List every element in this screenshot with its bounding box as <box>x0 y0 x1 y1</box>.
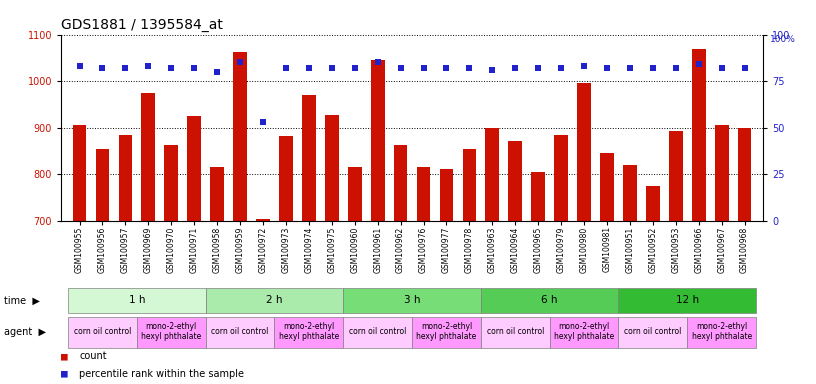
Bar <box>623 165 636 221</box>
Point <box>601 65 614 71</box>
Bar <box>692 48 706 221</box>
Text: GDS1881 / 1395584_at: GDS1881 / 1395584_at <box>61 18 223 32</box>
Text: corn oil control: corn oil control <box>73 327 131 336</box>
Bar <box>68 317 137 348</box>
Bar <box>481 317 550 348</box>
Bar <box>206 288 344 313</box>
Point <box>303 65 316 71</box>
Bar <box>206 317 274 348</box>
Point <box>646 65 659 71</box>
Bar <box>417 167 430 221</box>
Bar <box>256 219 270 221</box>
Bar <box>738 127 752 221</box>
Text: mono-2-ethyl
hexyl phthalate: mono-2-ethyl hexyl phthalate <box>691 322 752 341</box>
Text: agent  ▶: agent ▶ <box>4 327 46 337</box>
Text: time  ▶: time ▶ <box>4 295 40 306</box>
Text: ■: ■ <box>61 369 68 379</box>
Bar <box>715 125 729 221</box>
Point <box>417 65 430 71</box>
Point <box>669 65 682 71</box>
Bar <box>486 127 499 221</box>
Point <box>348 65 361 71</box>
Bar <box>669 131 683 221</box>
Point <box>508 65 521 71</box>
Text: corn oil control: corn oil control <box>349 327 406 336</box>
Text: corn oil control: corn oil control <box>624 327 681 336</box>
Bar <box>412 317 481 348</box>
Text: 1 h: 1 h <box>129 295 145 305</box>
Bar <box>344 288 481 313</box>
Bar <box>68 288 206 313</box>
Point <box>211 69 224 75</box>
Point <box>165 65 178 71</box>
Point <box>142 63 155 69</box>
Point <box>371 60 384 66</box>
Bar <box>440 169 454 221</box>
Bar <box>370 60 384 221</box>
Text: mono-2-ethyl
hexyl phthalate: mono-2-ethyl hexyl phthalate <box>141 322 202 341</box>
Bar <box>141 93 155 221</box>
Point <box>119 65 132 71</box>
Point <box>623 65 636 71</box>
Bar <box>646 186 660 221</box>
Bar <box>274 317 344 348</box>
Point <box>440 65 453 71</box>
Point <box>555 65 568 71</box>
Bar <box>118 135 132 221</box>
Bar <box>95 149 109 221</box>
Bar <box>73 125 86 221</box>
Text: mono-2-ethyl
hexyl phthalate: mono-2-ethyl hexyl phthalate <box>554 322 614 341</box>
Point <box>486 67 499 73</box>
Point <box>715 65 728 71</box>
Bar <box>508 141 522 221</box>
Point <box>73 63 86 69</box>
Point <box>279 65 292 71</box>
Bar <box>600 153 614 221</box>
Bar <box>463 149 477 221</box>
Bar <box>687 317 756 348</box>
Point <box>532 65 545 71</box>
Text: ■: ■ <box>61 351 68 361</box>
Point <box>578 63 591 69</box>
Point <box>394 65 407 71</box>
Point <box>463 65 476 71</box>
Point <box>738 65 752 71</box>
Bar <box>394 146 407 221</box>
Bar <box>325 115 339 221</box>
Bar <box>344 317 412 348</box>
Text: corn oil control: corn oil control <box>211 327 268 336</box>
Bar <box>577 83 591 221</box>
Text: mono-2-ethyl
hexyl phthalate: mono-2-ethyl hexyl phthalate <box>279 322 339 341</box>
Bar <box>302 95 316 221</box>
Bar <box>554 135 568 221</box>
Text: 6 h: 6 h <box>542 295 558 305</box>
Text: 3 h: 3 h <box>404 295 420 305</box>
Bar <box>279 136 293 221</box>
Text: percentile rank within the sample: percentile rank within the sample <box>79 369 244 379</box>
Bar <box>619 288 756 313</box>
Bar <box>137 317 206 348</box>
Bar <box>481 288 619 313</box>
Point <box>692 61 705 68</box>
Bar <box>164 146 178 221</box>
Bar <box>550 317 619 348</box>
Point <box>256 119 269 125</box>
Text: corn oil control: corn oil control <box>486 327 544 336</box>
Bar <box>233 52 247 221</box>
Point <box>233 60 246 66</box>
Bar <box>531 172 545 221</box>
Bar <box>619 317 687 348</box>
Text: 12 h: 12 h <box>676 295 698 305</box>
Text: 2 h: 2 h <box>266 295 282 305</box>
Point <box>96 65 109 71</box>
Text: count: count <box>79 351 107 361</box>
Bar <box>188 116 201 221</box>
Bar <box>211 167 224 221</box>
Text: mono-2-ethyl
hexyl phthalate: mono-2-ethyl hexyl phthalate <box>416 322 477 341</box>
Point <box>188 65 201 71</box>
Point <box>326 65 339 71</box>
Text: 100%: 100% <box>770 35 796 43</box>
Bar <box>348 167 361 221</box>
